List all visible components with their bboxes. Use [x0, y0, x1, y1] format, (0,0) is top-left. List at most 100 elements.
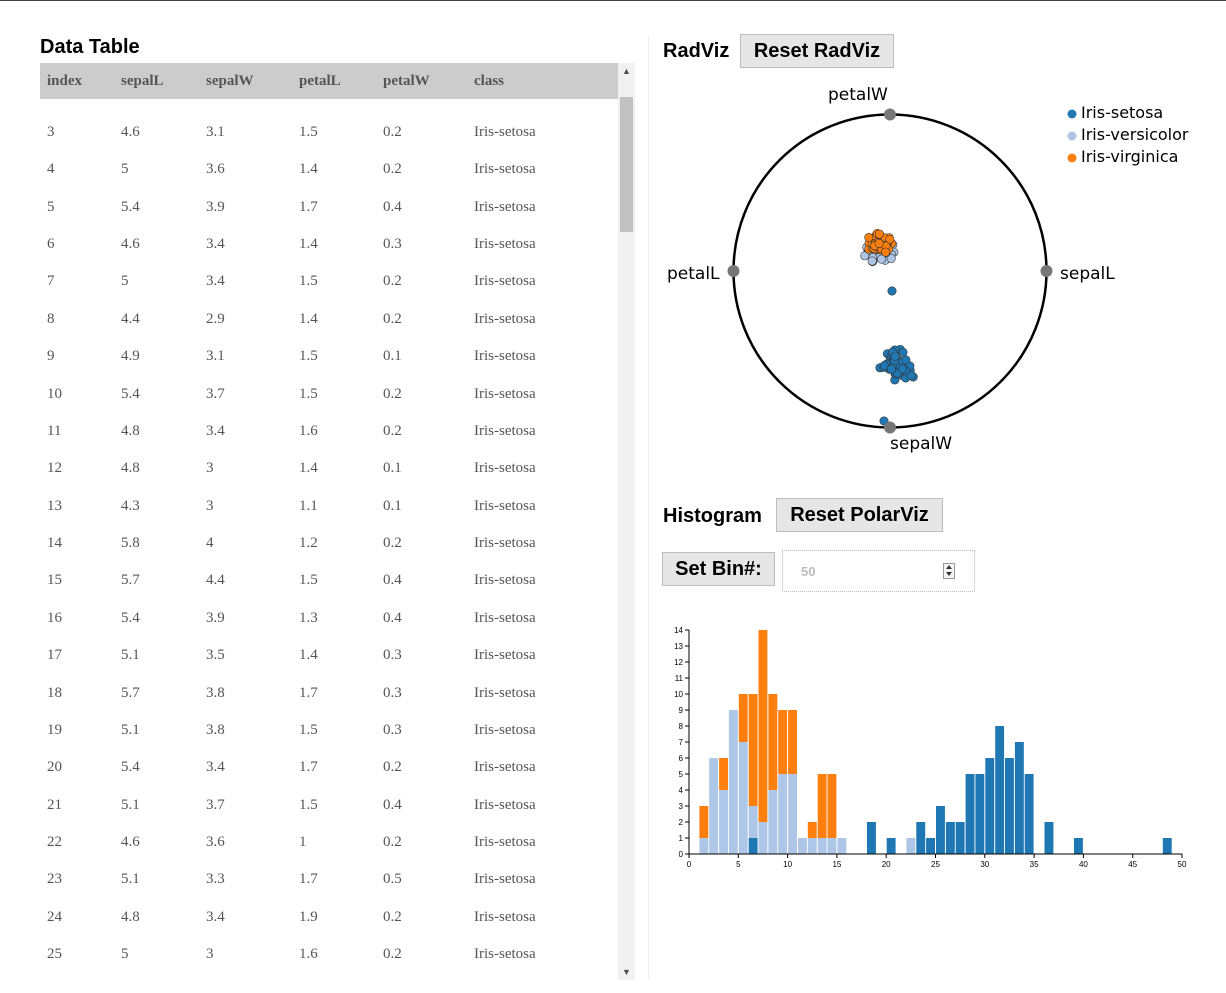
table-cell-sepalw: 3.4	[206, 422, 225, 439]
histogram-bar-iris-virginica	[807, 822, 817, 838]
anchor-petall[interactable]	[727, 265, 740, 277]
table-row[interactable]: 11 4.8 3.4 1.6 0.2 Iris-setosa	[40, 422, 618, 459]
scroll-down-arrow-icon[interactable]: ▼	[622, 967, 631, 977]
table-row[interactable]: 23 5.1 3.3 1.7 0.5 Iris-setosa	[40, 870, 618, 907]
table-cell-petall: 1.4	[299, 647, 318, 664]
table-row[interactable]: 24 4.8 3.4 1.9 0.2 Iris-setosa	[40, 908, 618, 945]
histogram-bar-iris-virginica	[719, 758, 728, 790]
scroll-up-arrow-icon[interactable]: ▲	[622, 66, 631, 76]
anchor-petalw[interactable]	[884, 108, 896, 121]
x-tick-label: 0	[687, 860, 692, 869]
table-row[interactable]: 13 4.3 3 1.1 0.1 Iris-setosa	[40, 497, 618, 534]
table-cell-class: Iris-setosa	[474, 460, 536, 477]
table-row[interactable]: 7 5 3.4 1.5 0.2 Iris-setosa	[40, 272, 618, 309]
anchor-sepalw[interactable]	[884, 421, 896, 434]
table-cell-sepalw: 3.8	[206, 684, 225, 701]
table-row[interactable]: 20 5.4 3.4 1.7 0.2 Iris-setosa	[40, 758, 618, 795]
table-cell-index: 10	[47, 385, 62, 402]
table-row[interactable]: 5 5.4 3.9 1.7 0.4 Iris-setosa	[40, 198, 618, 235]
table-cell-index: 16	[47, 609, 62, 626]
table-cell-petall: 1.5	[299, 348, 318, 365]
table-cell-petalw: 0.3	[383, 236, 402, 253]
column-header-class[interactable]: class	[474, 73, 504, 89]
column-header-petall[interactable]: petalL	[299, 73, 341, 89]
table-row[interactable]: 16 5.4 3.9 1.3 0.4 Iris-setosa	[40, 609, 618, 646]
table-row[interactable]: 18 5.7 3.8 1.7 0.3 Iris-setosa	[40, 684, 618, 721]
table-row[interactable]: 12 4.8 3 1.4 0.1 Iris-setosa	[40, 459, 618, 496]
table-cell-sepalw: 3.9	[206, 198, 225, 215]
table-cell-petalw: 0.2	[383, 946, 402, 963]
reset-radviz-button[interactable]: Reset RadViz	[740, 34, 894, 68]
table-cell-index: 20	[47, 759, 62, 776]
anchor-label-sepalw: sepalW	[890, 434, 952, 454]
panel-divider	[648, 35, 649, 980]
table-cell-class: Iris-setosa	[474, 236, 536, 253]
table-cell-sepall: 4.4	[121, 310, 140, 327]
table-cell-petalw: 0.2	[383, 273, 402, 290]
table-row[interactable]: 4 5 3.6 1.4 0.2 Iris-setosa	[40, 160, 618, 197]
column-header-petalw[interactable]: petalW	[383, 73, 430, 89]
table-row[interactable]: 17 5.1 3.5 1.4 0.3 Iris-setosa	[40, 646, 618, 683]
column-header-index[interactable]: index	[47, 73, 83, 89]
radviz-point-virginica	[885, 234, 895, 244]
table-cell-sepall: 5.1	[121, 721, 140, 738]
table-row[interactable]: 15 5.7 4.4 1.5 0.4 Iris-setosa	[40, 571, 618, 608]
table-cell-sepall: 4.6	[121, 834, 140, 851]
table-cell-sepalw: 3.4	[206, 908, 225, 925]
histogram-bar-iris-virginica	[699, 806, 709, 838]
scrollbar-thumb[interactable]	[620, 97, 633, 232]
table-row[interactable]: 21 5.1 3.7 1.5 0.4 Iris-setosa	[40, 796, 618, 833]
set-bin-button[interactable]: Set Bin#:	[662, 552, 775, 586]
y-tick-label: 1	[679, 834, 684, 843]
table-row[interactable]: 9 4.9 3.1 1.5 0.1 Iris-setosa	[40, 347, 618, 384]
table-cell-petalw: 0.2	[383, 310, 402, 327]
table-row[interactable]: 14 5.8 4 1.2 0.2 Iris-setosa	[40, 534, 618, 571]
table-cell-index: 8	[47, 310, 55, 327]
bin-number-value[interactable]: 50	[801, 564, 816, 579]
anchor-sepall[interactable]	[1040, 265, 1053, 277]
histogram-bar-iris-versicolor	[817, 838, 827, 854]
table-row[interactable]: 6 4.6 3.4 1.4 0.3 Iris-setosa	[40, 235, 618, 272]
reset-polarviz-button[interactable]: Reset PolarViz	[776, 498, 943, 532]
table-cell-petalw: 0.1	[383, 460, 402, 477]
window-top-border	[0, 0, 1226, 1]
table-scrollbar[interactable]: ▲ ▼	[618, 63, 635, 980]
table-cell-sepall: 4.3	[121, 497, 140, 514]
table-cell-petall: 1.2	[299, 535, 318, 552]
table-cell-petalw: 0.2	[383, 834, 402, 851]
table-cell-index: 21	[47, 796, 62, 813]
table-cell-index: 15	[47, 572, 62, 589]
spinner-up-icon[interactable]	[946, 565, 952, 569]
histogram-bar-iris-versicolor	[778, 774, 788, 854]
table-cell-sepall: 4.9	[121, 348, 140, 365]
table-cell-index: 22	[47, 834, 62, 851]
table-row[interactable]: 8 4.4 2.9 1.4 0.2 Iris-setosa	[40, 310, 618, 347]
data-table-title: Data Table	[40, 36, 140, 58]
table-cell-sepalw: 3.1	[206, 348, 225, 365]
spinner-down-icon[interactable]	[946, 572, 952, 576]
y-tick-label: 3	[679, 802, 684, 811]
legend-dot-setosa	[1067, 109, 1077, 119]
table-cell-petall: 1.5	[299, 721, 318, 738]
table-row[interactable]: 25 5 3 1.6 0.2 Iris-setosa	[40, 945, 618, 980]
y-tick-label: 5	[679, 770, 684, 779]
table-cell-class: Iris-setosa	[474, 273, 536, 290]
table-cell-class: Iris-setosa	[474, 124, 536, 140]
bin-spinner[interactable]	[943, 563, 955, 579]
histogram-bar-iris-versicolor	[738, 742, 748, 854]
table-cell-class: Iris-setosa	[474, 946, 536, 963]
table-cell-class: Iris-setosa	[474, 422, 536, 439]
table-row[interactable]: 19 5.1 3.8 1.5 0.3 Iris-setosa	[40, 721, 618, 758]
histogram-bar-iris-setosa	[936, 806, 945, 854]
histogram-bar-iris-versicolor	[758, 822, 768, 854]
bin-number-input[interactable]: 50	[782, 550, 975, 592]
histogram-bar-iris-virginica	[748, 694, 758, 806]
table-row[interactable]: 22 4.6 3.6 1 0.2 Iris-setosa	[40, 833, 618, 870]
column-header-sepalw[interactable]: sepalW	[206, 73, 254, 89]
table-row[interactable]: 10 5.4 3.7 1.5 0.2 Iris-setosa	[40, 385, 618, 422]
table-cell-class: Iris-setosa	[474, 385, 536, 402]
histogram-bar-iris-setosa	[1074, 838, 1083, 854]
column-header-sepall[interactable]: sepalL	[121, 73, 164, 89]
table-row[interactable]: 3 4.6 3.1 1.5 0.2 Iris-setosa	[40, 123, 618, 160]
legend-dot-virginica	[1067, 153, 1077, 163]
